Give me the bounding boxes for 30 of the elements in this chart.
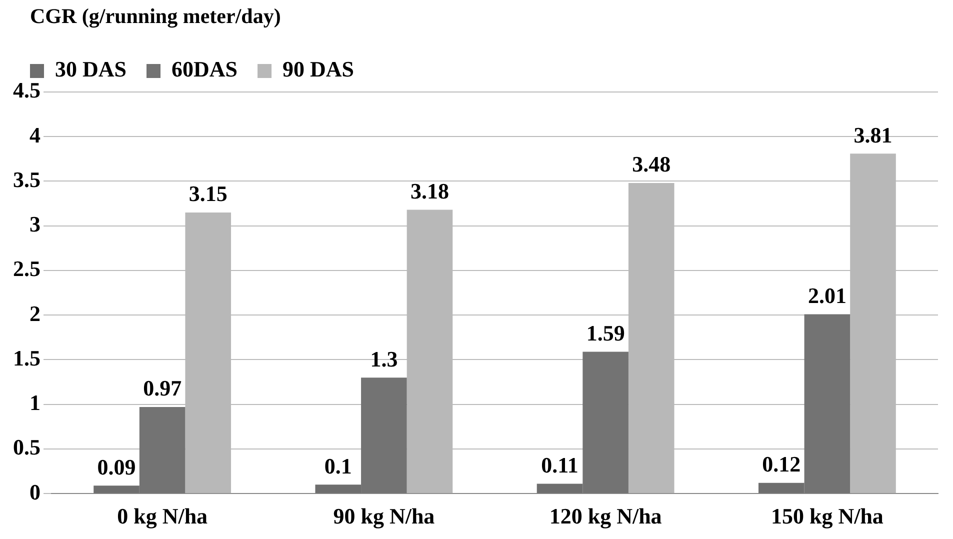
x-tick-label: 90 kg N/ha [333,503,435,528]
x-tick-label: 120 kg N/ha [549,503,662,528]
y-tick-label: 1 [30,390,40,416]
data-label: 0.12 [762,452,801,477]
y-tick-label: 1.5 [13,345,40,370]
y-tick-label: 0 [30,479,40,504]
data-label: 2.01 [808,282,846,308]
data-label: 3.18 [410,178,449,204]
data-label: 3.48 [632,152,671,177]
y-tick-label: 3.5 [13,166,40,192]
y-tick-label: 3 [30,212,40,237]
legend-label: 30 DAS [55,56,127,82]
y-tick-label: 4.5 [13,78,40,103]
data-label: 0.09 [97,454,136,480]
legend-label: 60DAS [172,56,238,82]
y-tick-label: 4 [30,122,40,148]
data-label: 0.11 [541,452,578,478]
data-label: 1.3 [370,346,398,372]
data-label: 0.97 [143,376,182,401]
y-tick-label: 0.5 [13,434,40,460]
y-tick-label: 2 [30,300,40,326]
data-label: 3.81 [854,122,892,148]
x-tick-label: 0 kg N/ha [117,503,208,528]
data-label: 0.1 [324,453,352,478]
y-axis-title: CGR (g/running meter/day) [30,4,281,29]
legend-label: 90 DAS [282,56,354,82]
data-label: 1.59 [586,320,625,346]
y-tick-label: 2.5 [13,256,40,282]
x-tick-label: 150 kg N/ha [770,503,884,528]
data-label: 3.15 [188,181,228,206]
